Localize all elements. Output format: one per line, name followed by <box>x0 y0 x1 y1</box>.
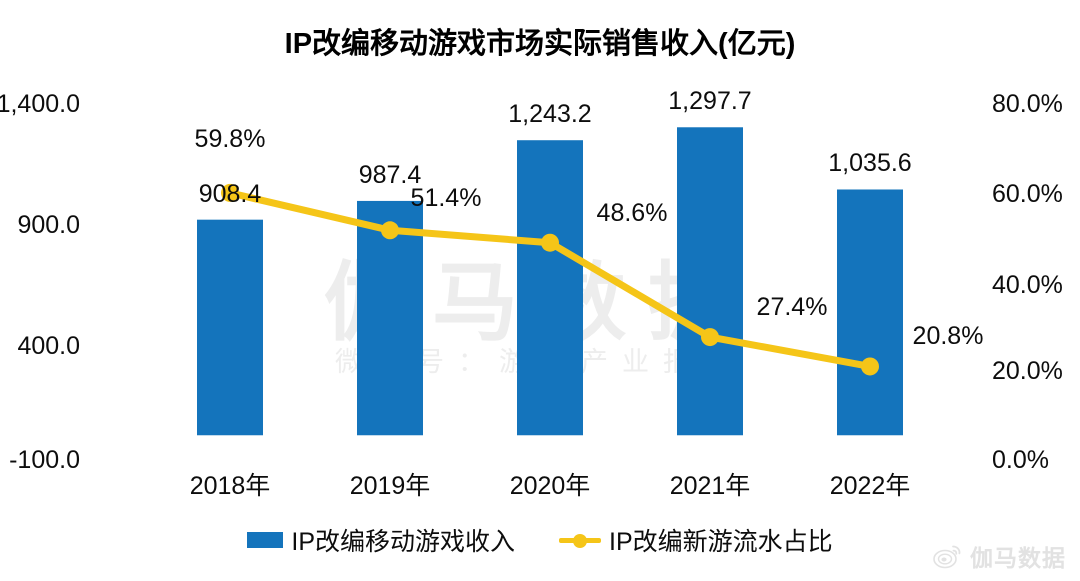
bar-2022年 <box>837 189 903 436</box>
line-marker-2022年 <box>861 357 879 376</box>
bar-label-2020年: 1,243.2 <box>508 100 592 129</box>
legend-line-marker <box>573 534 587 548</box>
line-marker-2021年 <box>701 328 719 347</box>
left-axis-tick-0: 1,400.0 <box>0 90 80 118</box>
line-marker-2019年 <box>381 221 399 240</box>
bar-2020年 <box>517 140 583 436</box>
category-label-2020年: 2020年 <box>509 472 591 500</box>
right-axis-tick-0: 80.0% <box>992 90 1063 118</box>
right-axis-tick-2: 40.0% <box>992 271 1063 299</box>
line-series <box>221 183 879 376</box>
legend-line-swatch-icon <box>559 532 601 548</box>
bar-label-2018年: 908.4 <box>198 179 262 208</box>
line-marker-2018年 <box>221 183 239 202</box>
bar-series <box>197 127 903 436</box>
bar-label-2022年: 1,035.6 <box>828 149 912 178</box>
legend-bar-swatch-icon <box>247 532 284 548</box>
left-axis-tick-3: -100.0 <box>9 446 80 474</box>
brand-watermark-label: 伽马数据 <box>970 545 1066 571</box>
pct-label-2019年: 51.4% <box>410 184 482 213</box>
chart-title: IP改编移动游戏市场实际销售收入(亿元) <box>284 28 796 60</box>
category-label-2021年: 2021年 <box>669 472 751 500</box>
category-label-2018年: 2018年 <box>189 472 271 500</box>
bar-2021年 <box>677 127 743 436</box>
pct-label-2020年: 48.6% <box>596 198 668 227</box>
bar-2018年 <box>197 219 263 436</box>
brand-watermark: 伽马数据 <box>933 539 1066 573</box>
right-axis-tick-1: 60.0% <box>992 180 1063 208</box>
pct-label-2022年: 20.8% <box>912 322 984 351</box>
left-axis-tick-2: 400.0 <box>17 332 80 360</box>
bar-label-2019年: 987.4 <box>358 160 422 189</box>
category-label-2019年: 2019年 <box>349 472 431 500</box>
right-axis-tick-4: 0.0% <box>992 446 1049 474</box>
legend-item-bar[interactable]: IP改编移动游戏收入 <box>247 522 515 558</box>
legend-item-line[interactable]: IP改编新游流水占比 <box>559 522 833 558</box>
chart-legend: IP改编移动游戏收入 IP改编新游流水占比 <box>0 522 1080 558</box>
pct-label-2018年: 59.8% <box>194 124 266 153</box>
bar-label-2021年: 1,297.7 <box>668 87 752 116</box>
legend-item-line-label: IP改编新游流水占比 <box>609 528 833 556</box>
pct-label-2021年: 27.4% <box>756 293 828 322</box>
left-axis-tick-1: 900.0 <box>17 211 80 239</box>
category-label-2022年: 2022年 <box>829 472 911 500</box>
line-marker-2020年 <box>541 233 559 252</box>
bar-2019年 <box>357 200 423 436</box>
legend-item-bar-label: IP改编移动游戏收入 <box>291 528 515 556</box>
weibo-icon <box>933 545 961 569</box>
right-axis-tick-3: 20.0% <box>992 357 1063 385</box>
